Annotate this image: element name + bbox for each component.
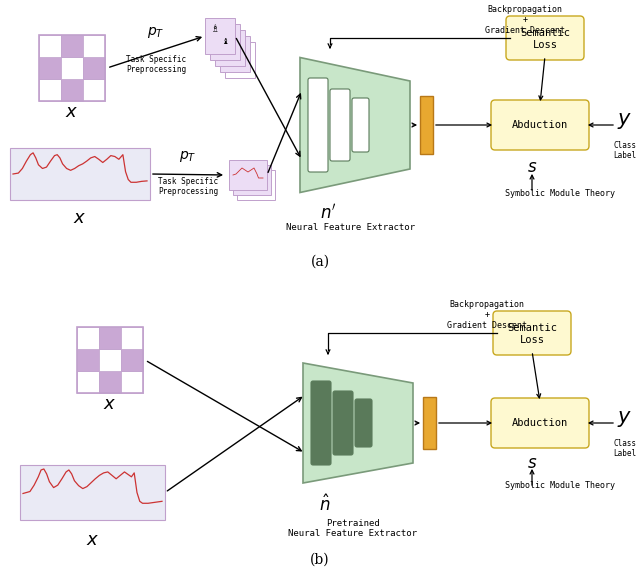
FancyBboxPatch shape [308, 78, 328, 172]
FancyBboxPatch shape [311, 381, 331, 465]
Text: Task Specific
Preprocessing: Task Specific Preprocessing [126, 55, 186, 74]
FancyBboxPatch shape [506, 16, 584, 60]
Text: Loss: Loss [532, 40, 557, 50]
Bar [99, 327, 121, 349]
Bar [205, 18, 235, 54]
Text: $y$: $y$ [618, 111, 632, 131]
Text: ♗: ♗ [211, 24, 220, 34]
Text: (b): (b) [310, 553, 330, 567]
Bar [39, 35, 61, 57]
FancyBboxPatch shape [355, 399, 372, 447]
Bar [237, 170, 275, 200]
Bar [61, 57, 83, 79]
Bar [215, 30, 245, 66]
Text: $n'$: $n'$ [320, 204, 336, 223]
Text: Class
Label: Class Label [613, 439, 637, 458]
FancyBboxPatch shape [352, 98, 369, 152]
Bar [77, 327, 99, 349]
Bar [61, 35, 83, 57]
Bar [229, 160, 267, 190]
Text: Task Specific
Preprocessing: Task Specific Preprocessing [158, 177, 218, 196]
Text: $s$: $s$ [527, 455, 537, 471]
FancyBboxPatch shape [491, 398, 589, 448]
Text: Semantic: Semantic [520, 28, 570, 38]
Bar [121, 371, 143, 393]
Text: (a): (a) [310, 255, 330, 269]
Text: ♝: ♝ [221, 36, 228, 46]
Bar [10, 148, 150, 200]
Bar [225, 42, 255, 78]
FancyBboxPatch shape [330, 89, 350, 161]
Polygon shape [300, 58, 410, 193]
Polygon shape [303, 363, 413, 483]
Text: Neural Feature Extractor: Neural Feature Extractor [285, 223, 415, 231]
Bar [420, 96, 433, 154]
FancyBboxPatch shape [491, 100, 589, 150]
Text: $x$: $x$ [74, 209, 86, 227]
Text: Backpropagation
+
Gradient Descent: Backpropagation + Gradient Descent [485, 5, 565, 35]
Bar [99, 371, 121, 393]
Bar [83, 35, 105, 57]
Text: $x$: $x$ [86, 531, 99, 549]
Bar [99, 349, 121, 371]
Bar [39, 35, 105, 101]
Bar [61, 79, 83, 101]
Bar [423, 397, 436, 449]
Bar [121, 327, 143, 349]
Bar [83, 57, 105, 79]
Bar [77, 327, 143, 393]
Bar [39, 79, 61, 101]
Bar [233, 165, 271, 195]
Text: Loss: Loss [520, 335, 545, 345]
Bar [39, 57, 61, 79]
Text: Symbolic Module Theory: Symbolic Module Theory [505, 189, 615, 197]
Text: Pretrained
Neural Feature Extractor: Pretrained Neural Feature Extractor [289, 519, 417, 538]
Text: Semantic: Semantic [507, 323, 557, 333]
Bar [220, 36, 250, 72]
Text: $p_T$: $p_T$ [147, 25, 164, 40]
Bar [121, 349, 143, 371]
Bar [20, 465, 165, 520]
Text: Class
Label: Class Label [613, 141, 637, 160]
FancyBboxPatch shape [493, 311, 571, 355]
FancyBboxPatch shape [333, 391, 353, 455]
Bar [77, 371, 99, 393]
Bar [83, 79, 105, 101]
Text: Symbolic Module Theory: Symbolic Module Theory [505, 481, 615, 490]
Text: $x$: $x$ [65, 103, 79, 121]
Text: $x$: $x$ [104, 395, 116, 413]
Text: $y$: $y$ [618, 409, 632, 429]
Text: Abduction: Abduction [512, 120, 568, 130]
Text: $p_T$: $p_T$ [179, 149, 196, 164]
Bar [77, 349, 99, 371]
Bar [210, 24, 240, 60]
Text: Abduction: Abduction [512, 418, 568, 428]
Text: Backpropagation
+
Gradient Descent: Backpropagation + Gradient Descent [447, 300, 527, 330]
Text: $s$: $s$ [527, 159, 537, 177]
Text: $\hat{n}$: $\hat{n}$ [319, 494, 331, 515]
